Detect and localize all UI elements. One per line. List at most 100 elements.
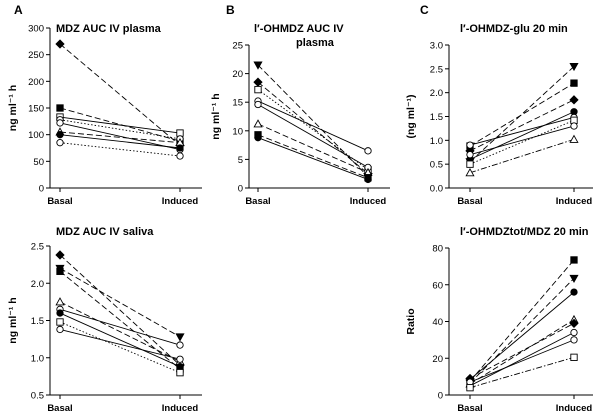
data-point	[364, 147, 372, 155]
y-tick-label: 50	[33, 157, 44, 168]
series-line	[59, 134, 181, 149]
series-line	[59, 122, 181, 151]
x-tick-label: Induced	[162, 403, 199, 414]
y-tick-label: 1.0	[430, 136, 443, 147]
series-line	[469, 138, 575, 174]
series-line	[469, 332, 575, 387]
chart-title: MDZ AUC IV plasma	[56, 23, 162, 35]
data-point	[254, 134, 262, 142]
y-tick-label: 40	[432, 317, 443, 328]
data-point	[466, 160, 474, 168]
data-point	[56, 139, 64, 147]
y-tick-label: 2.5	[430, 64, 443, 75]
y-tick-label: 2.0	[430, 88, 443, 99]
y-axis-label: Ratio	[405, 308, 417, 334]
y-tick-label: 150	[28, 104, 44, 115]
x-tick-label: Basal	[245, 196, 270, 207]
series-line	[59, 312, 181, 368]
series-line	[59, 270, 181, 370]
series-line	[469, 99, 575, 152]
series-line	[469, 259, 575, 382]
data-point	[176, 355, 184, 363]
chart-title: MDZ AUC IV saliva	[56, 226, 154, 238]
chart-title: l′-OHMDZtot/MDZ 20 min	[460, 226, 589, 238]
chart-panel: MDZ AUC IV saliva ng ml⁻¹ h 0.5 1.0 1.5 2.0 2.…	[7, 226, 202, 414]
y-tick-label: 10	[232, 126, 243, 137]
series-line	[59, 254, 181, 366]
x-tick-label: Basal	[47, 403, 72, 414]
panel-letter: A	[14, 3, 23, 17]
data-point	[176, 369, 184, 377]
data-point	[569, 95, 579, 105]
data-point	[55, 39, 65, 49]
data-point	[569, 134, 579, 143]
data-point	[570, 328, 578, 337]
data-point	[55, 250, 65, 260]
y-tick-label: 20	[232, 69, 243, 80]
chart-title: l′-OHMDZ-glu 20 min	[460, 23, 568, 35]
y-tick-label: 0.5	[430, 160, 443, 171]
series-line	[59, 116, 181, 134]
series-line	[257, 123, 369, 173]
y-tick-label: 300	[28, 24, 44, 35]
data-point	[254, 85, 262, 94]
series-line	[469, 278, 575, 384]
series-line	[257, 81, 369, 175]
y-axis-label: ng ml⁻¹ h	[210, 93, 222, 139]
y-tick-label: 0	[438, 391, 443, 402]
series-line	[257, 89, 369, 171]
series-line	[59, 131, 181, 144]
y-tick-label: 200	[28, 77, 44, 88]
series-line	[469, 319, 575, 385]
y-axis-label: ng ml⁻¹ h	[7, 297, 19, 343]
series-line	[469, 322, 575, 379]
series-line	[257, 104, 369, 168]
series-line	[469, 111, 575, 160]
chart-panel: A MDZ AUC IV plasma ng ml⁻¹ h 0 50 100 150 200 2…	[7, 3, 202, 207]
series-line	[257, 137, 369, 180]
data-point	[56, 119, 64, 127]
series-line	[257, 134, 369, 179]
y-tick-label: 15	[232, 98, 243, 109]
data-point	[55, 297, 65, 306]
chart-title: plasma	[296, 37, 335, 49]
series-line	[469, 117, 575, 146]
y-tick-label: 80	[432, 244, 443, 255]
y-tick-label: 0.5	[31, 391, 44, 402]
data-point	[570, 288, 578, 296]
y-tick-label: 2.5	[31, 242, 44, 253]
series-line	[59, 329, 181, 360]
series-line	[469, 339, 575, 383]
x-tick-label: Basal	[457, 403, 482, 414]
data-point	[570, 353, 578, 361]
series-line	[59, 119, 181, 140]
y-tick-label: 1.5	[430, 112, 443, 123]
data-point	[176, 152, 184, 160]
x-tick-label: Induced	[556, 196, 593, 207]
series-line	[469, 291, 575, 380]
data-point	[56, 318, 64, 326]
y-tick-label: 250	[28, 50, 44, 61]
series-line	[469, 119, 575, 165]
series-line	[59, 267, 181, 338]
data-point	[56, 104, 64, 112]
data-point	[570, 336, 578, 344]
data-point	[465, 168, 475, 177]
data-point	[175, 333, 185, 342]
x-tick-label: Basal	[457, 196, 482, 207]
data-point	[56, 325, 64, 334]
chart-panel: Bl′-OHMDZ AUC IV plasma ng ml⁻¹ h 0 5 10 15 20 2…	[210, 3, 390, 207]
chart-panel: Cl′-OHMDZ-glu 20 min (ng ml⁻¹) 0.0 0.5 1.0 1.…	[405, 3, 593, 207]
y-tick-label: 0	[238, 184, 243, 195]
series-line	[257, 100, 369, 152]
panel-letter: B	[226, 3, 235, 17]
data-point	[466, 384, 474, 392]
x-tick-label: Induced	[350, 196, 387, 207]
data-point	[569, 274, 579, 284]
data-point	[176, 144, 184, 152]
y-axis-label: (ng ml⁻¹)	[405, 94, 417, 138]
series-line	[59, 107, 181, 142]
series-line	[59, 321, 181, 374]
data-point	[56, 309, 64, 317]
